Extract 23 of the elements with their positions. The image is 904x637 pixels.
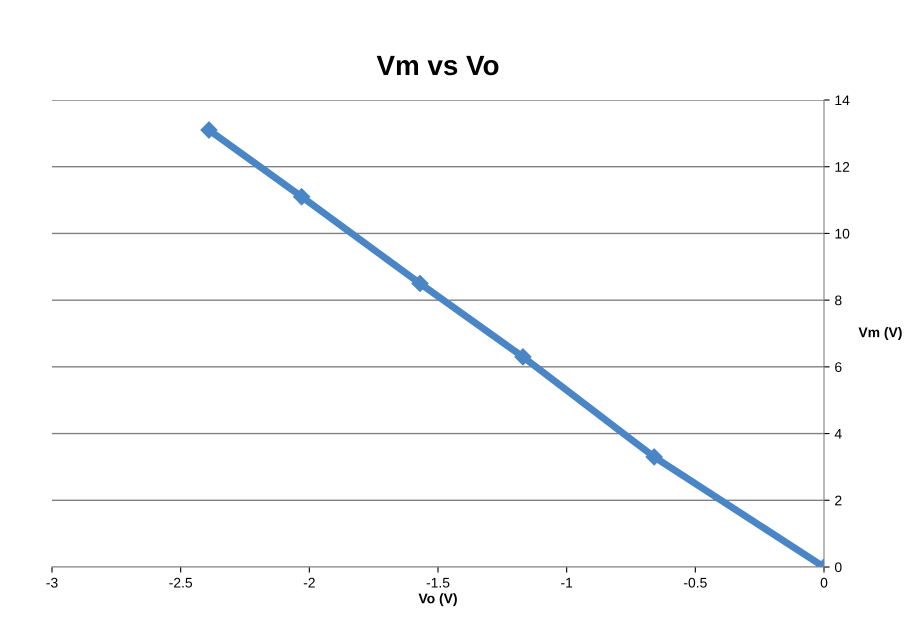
x-tick-label: -1 — [561, 578, 572, 588]
y-tick-label: 10 — [835, 228, 850, 239]
y-tick-label: 12 — [835, 162, 850, 172]
y-tick-label: 2 — [835, 496, 842, 506]
y-axis-title: Vm (V) — [858, 327, 902, 340]
point — [293, 188, 310, 206]
x-tick-label: 0 — [820, 578, 828, 588]
x-tick-label: -1.5 — [426, 578, 450, 588]
x-tick-label: -3 — [46, 578, 58, 588]
chart-title: Vm vs Vo — [376, 56, 498, 76]
y-tick-label: 8 — [835, 295, 842, 306]
x-tick-label: -2 — [304, 578, 315, 588]
y-tick-label: 4 — [834, 429, 842, 439]
y-tick-label: 0 — [834, 562, 842, 572]
point — [200, 121, 218, 139]
y-tick-label: 6 — [835, 362, 842, 372]
point — [514, 348, 532, 366]
x-tick-label: -2.5 — [169, 578, 192, 588]
point — [411, 274, 429, 292]
y-tick-label: 14 — [835, 95, 850, 106]
x-tick-label: -0.5 — [684, 578, 707, 588]
x-axis-title: Vo (V) — [418, 593, 457, 606]
point — [646, 448, 663, 466]
